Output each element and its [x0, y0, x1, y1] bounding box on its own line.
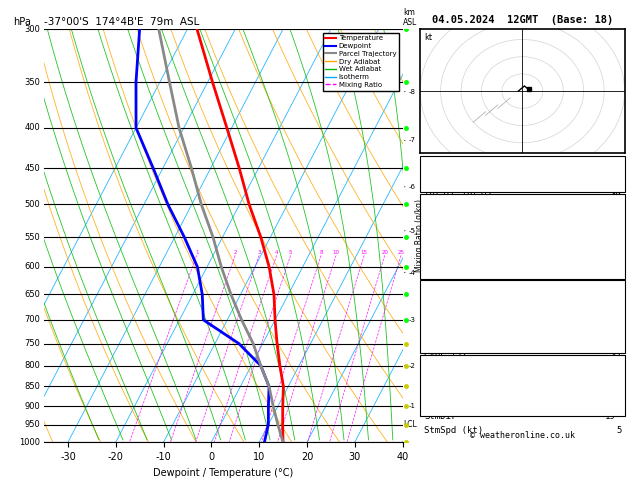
- Text: CIN (J): CIN (J): [424, 366, 462, 375]
- Text: 1000: 1000: [19, 438, 40, 447]
- Text: 5: 5: [289, 250, 292, 255]
- Text: Mixing Ratio (g/kg): Mixing Ratio (g/kg): [415, 199, 424, 272]
- Text: -37°00'S  174°4B'E  79m  ASL: -37°00'S 174°4B'E 79m ASL: [44, 17, 199, 27]
- Text: 04.05.2024  12GMT  (Base: 18): 04.05.2024 12GMT (Base: 18): [431, 15, 613, 25]
- Text: 950: 950: [25, 420, 40, 429]
- Text: 7: 7: [616, 337, 621, 347]
- Text: Lifted Index: Lifted Index: [424, 265, 489, 274]
- Text: CAPE (J): CAPE (J): [424, 279, 467, 289]
- Text: 43: 43: [611, 279, 621, 289]
- Text: 750: 750: [25, 339, 40, 348]
- Text: 1.92: 1.92: [600, 205, 621, 213]
- Legend: Temperature, Dewpoint, Parcel Trajectory, Dry Adiabat, Wet Adiabat, Isotherm, Mi: Temperature, Dewpoint, Parcel Trajectory…: [323, 33, 399, 90]
- Text: 5: 5: [616, 426, 621, 435]
- Text: 2: 2: [233, 250, 237, 255]
- Text: 25: 25: [398, 250, 404, 255]
- Text: 19°: 19°: [605, 412, 621, 421]
- Text: 350: 350: [25, 78, 40, 87]
- Text: 650: 650: [25, 290, 40, 299]
- Text: 3: 3: [257, 250, 261, 255]
- Text: 550: 550: [25, 233, 40, 242]
- Text: Temp (°C): Temp (°C): [424, 222, 472, 231]
- Text: Hodograph: Hodograph: [498, 369, 547, 379]
- Text: 700: 700: [25, 315, 40, 324]
- X-axis label: Dewpoint / Temperature (°C): Dewpoint / Temperature (°C): [153, 468, 293, 478]
- Text: -7: -7: [409, 138, 416, 143]
- Text: 310: 310: [605, 251, 621, 260]
- Text: 450: 450: [25, 164, 40, 173]
- Text: 900: 900: [25, 401, 40, 411]
- Text: -2: -2: [409, 363, 416, 369]
- Text: StmDir: StmDir: [424, 412, 456, 421]
- Text: -5: -5: [409, 228, 416, 234]
- Text: 39: 39: [611, 190, 621, 199]
- Text: 800: 800: [25, 361, 40, 370]
- Text: -21: -21: [605, 383, 621, 392]
- Text: 15: 15: [611, 222, 621, 231]
- Text: km
ASL: km ASL: [403, 8, 418, 27]
- Text: Totals Totals: Totals Totals: [424, 190, 494, 199]
- Text: 1013: 1013: [600, 309, 621, 317]
- Text: 11.1: 11.1: [600, 236, 621, 245]
- Text: 9: 9: [616, 175, 621, 185]
- Text: EH: EH: [424, 383, 435, 392]
- Text: 2: 2: [616, 366, 621, 375]
- Text: 300: 300: [25, 25, 40, 34]
- Text: 15: 15: [360, 250, 368, 255]
- Text: 500: 500: [25, 200, 40, 209]
- Text: -1: -1: [409, 403, 416, 409]
- Text: hPa: hPa: [14, 17, 31, 27]
- Text: 8: 8: [320, 250, 323, 255]
- Text: Lifted Index: Lifted Index: [424, 337, 489, 347]
- Text: -6: -6: [409, 184, 416, 190]
- Text: CAPE (J): CAPE (J): [424, 352, 467, 361]
- Text: -8: -8: [409, 89, 416, 95]
- Text: 600: 600: [25, 262, 40, 272]
- Text: 310: 310: [605, 323, 621, 332]
- Text: LCL: LCL: [403, 420, 417, 429]
- Text: 7: 7: [616, 265, 621, 274]
- Text: θᴇ (K): θᴇ (K): [424, 323, 456, 332]
- Text: 400: 400: [25, 123, 40, 132]
- Text: PW (cm): PW (cm): [424, 205, 462, 213]
- Text: -4: -4: [409, 270, 416, 276]
- Text: 43: 43: [611, 352, 621, 361]
- Text: 20: 20: [381, 250, 388, 255]
- Text: Dewp (°C): Dewp (°C): [424, 236, 472, 245]
- Text: kt: kt: [425, 33, 432, 42]
- Text: SREH: SREH: [424, 398, 445, 407]
- Text: 2: 2: [616, 294, 621, 303]
- Text: Pressure (mb): Pressure (mb): [424, 309, 494, 317]
- Text: StmSpd (kt): StmSpd (kt): [424, 426, 483, 435]
- Text: -13: -13: [605, 398, 621, 407]
- Text: θᴇ(K): θᴇ(K): [424, 251, 451, 260]
- Text: -3: -3: [409, 317, 416, 323]
- Text: Most Unstable: Most Unstable: [487, 295, 557, 304]
- Text: K: K: [424, 175, 430, 185]
- Text: 1: 1: [195, 250, 198, 255]
- Text: 850: 850: [25, 382, 40, 391]
- Text: CIN (J): CIN (J): [424, 294, 462, 303]
- Text: © weatheronline.co.uk: © weatheronline.co.uk: [470, 431, 575, 440]
- Text: Surface: Surface: [504, 208, 541, 217]
- Text: 4: 4: [275, 250, 279, 255]
- Text: 10: 10: [333, 250, 340, 255]
